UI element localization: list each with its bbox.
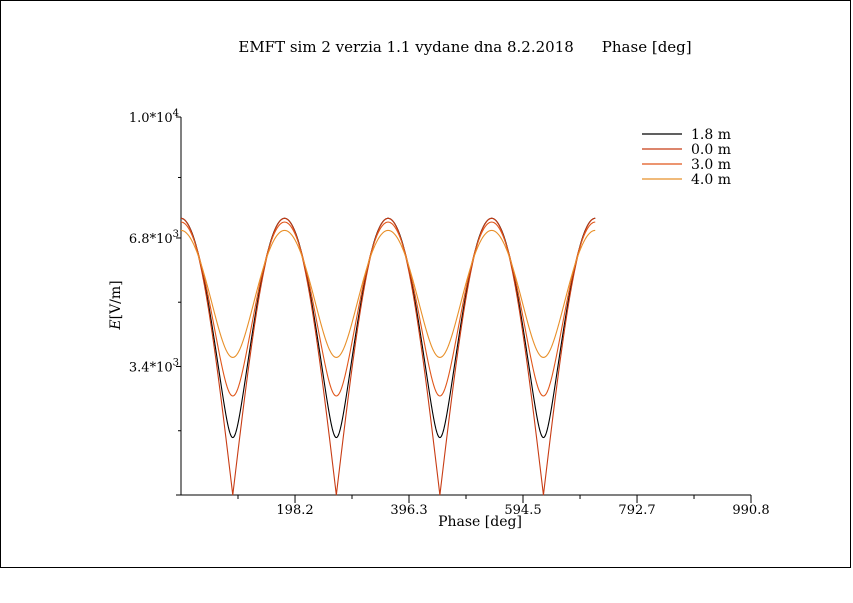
legend-label: 4.0 m (691, 172, 731, 188)
y-axis-label: E[V/m] (108, 280, 124, 330)
series-line-2 (180, 221, 596, 397)
y-tick-label: 6.8*103 (129, 229, 179, 247)
legend: 1.8 m0.0 m3.0 m4.0 m (642, 127, 731, 188)
legend-label: 3.0 m (691, 157, 731, 173)
y-tick-label: 3.4*103 (129, 357, 179, 375)
x-tick-label: 594.5 (504, 503, 541, 518)
series-line-1 (180, 217, 596, 496)
series-group (180, 217, 596, 496)
x-tick-label: 792.7 (618, 503, 655, 518)
x-axis-label: Phase [deg] (438, 514, 522, 530)
x-tick-label: 396.3 (390, 503, 427, 518)
legend-label: 1.8 m (691, 127, 731, 143)
x-tick-label: 990.8 (732, 503, 769, 518)
chart-title: EMFT sim 2 verzia 1.1 vydane dna 8.2.201… (238, 38, 691, 56)
series-line-0 (180, 217, 596, 439)
axes: 198.2 396.3 594.5 792.7 990.8 3.4*103 6.8*103 1… (129, 108, 770, 518)
y-tick-label: 1.0*104 (129, 108, 179, 126)
legend-label: 0.0 m (691, 142, 731, 158)
series-line-3 (180, 229, 596, 358)
x-tick-label: 198.2 (276, 503, 313, 518)
plot-frame (0, 0, 851, 568)
